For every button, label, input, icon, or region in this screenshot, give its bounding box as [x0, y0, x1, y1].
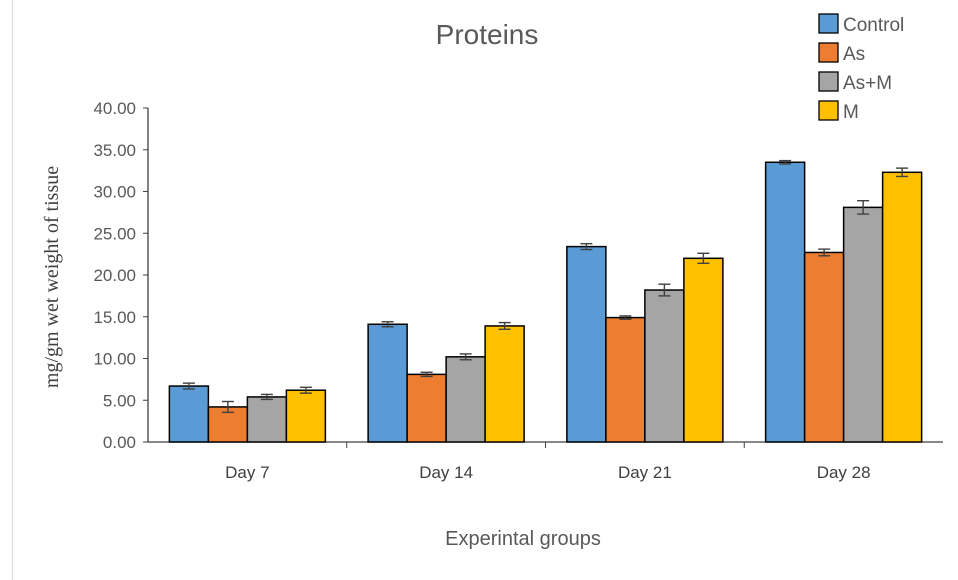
bar-control-day-14	[367, 323, 408, 443]
x-tick-label: Day 21	[618, 463, 672, 482]
legend-label-as: As	[843, 44, 865, 65]
bar-m-day-7	[285, 389, 327, 443]
legend-swatch-as	[818, 42, 839, 63]
y-tick-label: 30.00	[93, 183, 136, 202]
bar-m-day-14	[484, 325, 525, 443]
bar-as-m-day-14	[445, 356, 486, 443]
bar-control-day-28	[764, 161, 806, 443]
bar-as-day-28	[803, 251, 845, 443]
chart-frame-border	[12, 0, 13, 580]
y-tick-label: 5.00	[103, 391, 136, 410]
y-tick-label: 35.00	[93, 141, 136, 160]
x-tick-label: Day 28	[817, 463, 871, 482]
bar-m-day-28	[881, 171, 923, 443]
legend: Control As As+M M	[818, 13, 904, 123]
bar-as-day-14	[406, 373, 447, 443]
chart-title: Proteins	[436, 19, 539, 50]
x-tick-label: Day 7	[225, 463, 269, 482]
y-tick-label: 40.00	[93, 99, 136, 118]
bar-as-day-21	[605, 316, 646, 443]
bar-as-m-day-21	[644, 289, 685, 443]
y-tick-label: 20.00	[93, 266, 136, 285]
bar-m-day-21	[683, 257, 724, 443]
y-tick-label: 15.00	[93, 308, 136, 327]
bars	[168, 159, 923, 443]
legend-label-as-m: As+M	[843, 73, 892, 94]
legend-swatch-control	[818, 13, 839, 34]
bar-as-m-day-28	[842, 206, 884, 443]
legend-swatch-m	[818, 100, 839, 121]
y-axis-label: mg/gm wet weight of tissue	[41, 166, 63, 388]
legend-label-control: Control	[843, 15, 904, 36]
x-axis-label: Experintal groups	[445, 528, 601, 550]
y-tick-label: 10.00	[93, 350, 136, 369]
y-tick-label: 25.00	[93, 224, 136, 243]
bar-control-day-21	[566, 245, 607, 443]
legend-label-m: M	[843, 102, 859, 123]
bar-as-m-day-7	[246, 396, 288, 443]
legend-swatch-as-m	[818, 71, 839, 92]
bar-control-day-7	[168, 385, 210, 443]
y-tick-label: 0.00	[103, 433, 136, 452]
x-tick-label: Day 14	[419, 463, 473, 482]
